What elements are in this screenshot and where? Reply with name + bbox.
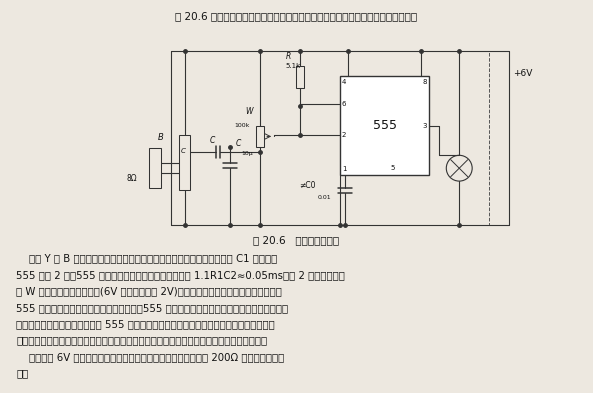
Text: B: B [158,134,164,142]
Bar [296,66,304,88]
Bar [149,148,161,188]
Text: 6: 6 [342,101,346,107]
Text: 3: 3 [423,123,428,129]
Text: 就正比于音频频率。频率高则灯亮度强，频率低则亮度弱，根据指示灯亮度可判断频率高低。: 就正比于音频频率。频率高则灯亮度强，频率低则亮度弱，根据指示灯亮度可判断频率高低… [17,336,267,345]
Text: +6V: +6V [513,69,533,78]
Text: 2: 2 [342,132,346,138]
Text: R: R [285,52,291,61]
Text: 器。: 器。 [17,368,28,378]
Text: 100k: 100k [235,123,250,127]
Bar [171,51,489,225]
Text: 其中 Y 及 B 分别表示晶体管收音机的扬声器和输出变压器。音频信号经 C1 耦合加到: 其中 Y 及 B 分别表示晶体管收音机的扬声器和输出变压器。音频信号经 C1 耦… [17,253,278,264]
Text: 555: 555 [372,119,397,132]
Text: 1: 1 [342,166,346,172]
Text: 由 W 调整成略高于触发电平(6V 的三分之一即 2V)。音频信号每次由高向低变化时就触发: 由 W 调整成略高于触发电平(6V 的三分之一即 2V)。音频信号每次由高向低变… [17,286,282,296]
Text: C: C [235,140,241,148]
Text: 图 20.6 是用指示灯亮度强弱来区分音频信号频率的高低，可以大致估测出频率值。: 图 20.6 是用指示灯亮度强弱来区分音频信号频率的高低，可以大致估测出频率值。 [175,11,417,21]
Text: 4: 4 [342,79,346,85]
Text: 5.1k: 5.1k [285,63,301,69]
Bar [256,125,264,147]
Text: 555 产生定时脉宽的高电平，点亮指示灯。555 输出脉冲的频率与音频信号频率相同，而每一: 555 产生定时脉宽的高电平，点亮指示灯。555 输出脉冲的频率与音频信号频率相… [17,303,288,313]
Text: 555 的第 2 脚。555 构成单稳延时触发器，单稳时间为 1.1R1C2≈0.05ms，第 2 脚的直流电位: 555 的第 2 脚。555 构成单稳延时触发器，单稳时间为 1.1R1C2≈0… [17,270,345,280]
Text: C: C [210,136,215,145]
Bar [178,136,190,190]
Text: C: C [180,148,186,154]
Text: 8: 8 [423,79,428,85]
Text: 图 20.6   音频频率指示器: 图 20.6 音频频率指示器 [253,235,339,245]
Text: 指示灯用 6V 红色小电珠，也可改用红色发光二极管，其中串入 200Ω 左右的限流电阻: 指示灯用 6V 红色小电珠，也可改用红色发光二极管，其中串入 200Ω 左右的限… [17,352,285,362]
Bar [340,76,429,175]
Text: 10μ: 10μ [241,151,253,156]
Text: 5: 5 [390,165,395,171]
Text: 8Ω: 8Ω [126,174,137,183]
Text: 输出脉冲的宽度基本不变，所以 555 输出电压平均值正比于音频频率，指示灯的点亮程度也: 输出脉冲的宽度基本不变，所以 555 输出电压平均值正比于音频频率，指示灯的点亮… [17,319,275,329]
Text: 0.01: 0.01 [318,195,331,200]
Text: W: W [246,107,253,116]
Text: ≠C0: ≠C0 [299,180,316,189]
